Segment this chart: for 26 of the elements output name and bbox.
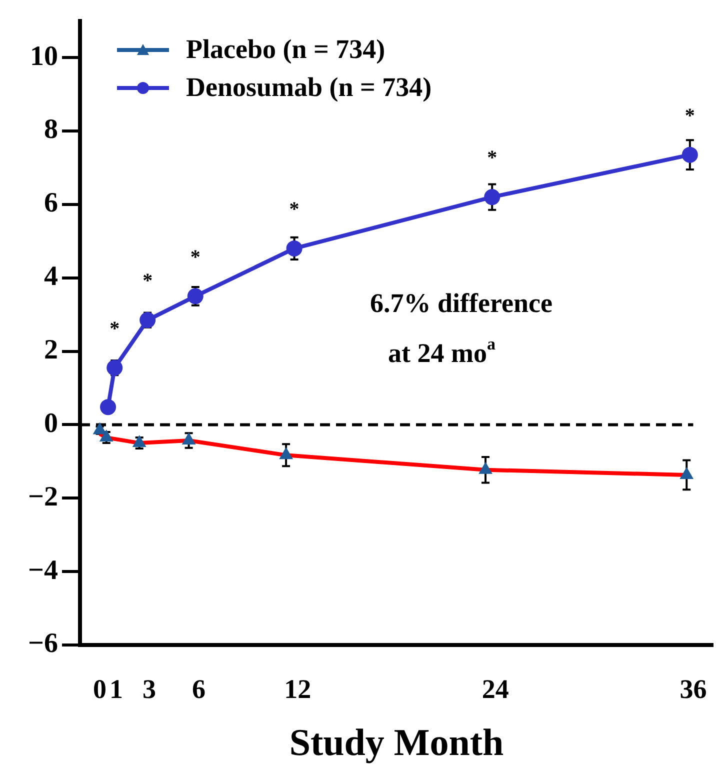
x-tick-label: 24 [482, 674, 509, 704]
annotation: * [487, 147, 498, 170]
x-tick-label: 3 [142, 674, 156, 704]
annotation: * [190, 246, 200, 268]
x-tick-label: 1 [110, 674, 124, 704]
legend-label: Denosumab (n = 734) [186, 72, 432, 104]
annotation: * [289, 198, 300, 221]
x-axis-title: Study Month [289, 722, 504, 764]
y-tick-label: −4 [28, 554, 58, 586]
y-tick-label: 8 [44, 114, 58, 146]
x-tick-label: 6 [192, 674, 206, 704]
annotation: * [142, 270, 153, 292]
annotation: 6.7% difference [370, 288, 552, 318]
legend-label: Placebo (n = 734) [186, 34, 386, 66]
y-tick-label: 6 [44, 188, 58, 219]
y-tick-label: 10 [30, 40, 58, 72]
x-tick-label: 12 [284, 674, 312, 704]
y-tick-label: 4 [44, 261, 58, 292]
annotation: * [110, 318, 120, 340]
y-tick-label: −6 [28, 628, 58, 660]
y-tick-label: −2 [28, 481, 58, 512]
annotation: * [684, 104, 695, 127]
y-tick-label: 0 [44, 408, 58, 439]
x-tick-label: 0 [93, 674, 107, 704]
y-tick-label: 2 [44, 334, 58, 366]
x-tick-label: 36 [680, 674, 707, 704]
